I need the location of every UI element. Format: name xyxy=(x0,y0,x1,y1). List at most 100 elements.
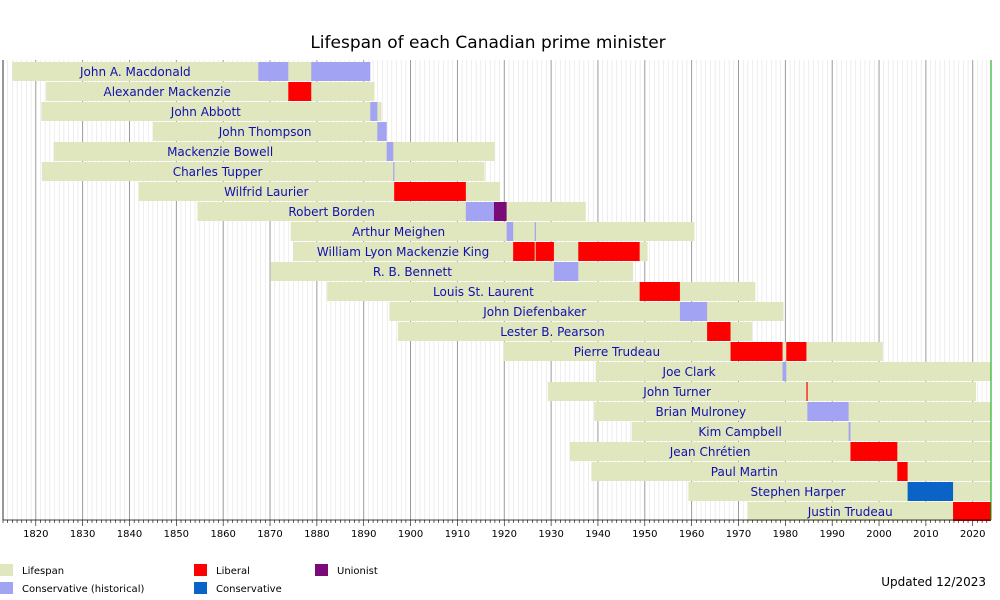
x-tick-label: 1860 xyxy=(210,529,235,540)
term-bar xyxy=(465,202,494,221)
x-tick-label: 1950 xyxy=(632,529,657,540)
term-bar xyxy=(513,242,535,261)
term-bar xyxy=(807,402,849,421)
x-tick-label: 1990 xyxy=(819,529,844,540)
term-bar xyxy=(806,382,808,401)
x-tick-label: 1930 xyxy=(538,529,563,540)
term-bar xyxy=(907,482,954,501)
legend-swatch xyxy=(194,564,207,576)
term-bar xyxy=(258,62,289,81)
pm-name-label: Paul Martin xyxy=(711,465,778,479)
pm-name-label: John Thompson xyxy=(218,125,312,139)
lifespan-bar xyxy=(595,362,991,381)
term-bar xyxy=(386,142,394,161)
pm-row: R. B. Bennett xyxy=(270,262,634,281)
legend-item: Liberal xyxy=(194,564,250,577)
term-bar xyxy=(639,282,680,301)
term-bar xyxy=(493,202,507,221)
term-bar xyxy=(897,462,908,481)
pm-row: Joe Clark xyxy=(595,362,991,381)
pm-name-label: Pierre Trudeau xyxy=(574,345,660,359)
x-tick-label: 1820 xyxy=(23,529,48,540)
pm-name-label: Lester B. Pearson xyxy=(500,325,604,339)
pm-name-label: Mackenzie Bowell xyxy=(167,145,273,159)
x-tick-label: 1970 xyxy=(726,529,751,540)
rows: John A. Macdonald Alexander Mackenzie John… xyxy=(12,62,991,521)
term-bar xyxy=(578,242,640,261)
lifespan-bar xyxy=(270,262,634,281)
pm-name-label: Jean Chrétien xyxy=(669,445,751,459)
pm-row: Justin Trudeau xyxy=(747,502,991,521)
x-tick-label: 2000 xyxy=(866,529,891,540)
term-bar xyxy=(730,342,783,361)
term-bar xyxy=(311,62,371,81)
pm-name-label: R. B. Bennett xyxy=(373,265,452,279)
pm-name-label: Kim Campbell xyxy=(698,425,781,439)
pm-row: John Abbott xyxy=(41,102,382,121)
pm-name-label: Arthur Meighen xyxy=(352,225,445,239)
lifespan-bar xyxy=(747,502,991,521)
term-bar xyxy=(535,242,554,261)
pm-name-label: Alexander Mackenzie xyxy=(104,85,231,99)
x-tick-label: 1870 xyxy=(257,529,282,540)
term-bar xyxy=(393,162,395,181)
legend-item: Conservative (historical) xyxy=(0,582,144,595)
pm-name-label: Robert Borden xyxy=(288,205,375,219)
lifespan-bar xyxy=(53,142,495,161)
pm-row: John Thompson xyxy=(152,122,387,141)
legend-item: Lifespan xyxy=(0,564,64,577)
term-bar xyxy=(707,322,731,341)
lifespan-bar xyxy=(591,462,991,481)
term-bar xyxy=(553,262,579,281)
legend-swatch xyxy=(194,582,207,594)
pm-row: Pierre Trudeau xyxy=(503,342,883,361)
pm-name-label: Justin Trudeau xyxy=(807,505,893,519)
pm-name-label: John A. Macdonald xyxy=(79,65,191,79)
term-bar xyxy=(953,502,991,521)
term-bar xyxy=(534,222,536,241)
pm-row: Jean Chrétien xyxy=(569,442,991,461)
term-bar xyxy=(848,422,851,441)
pm-row: Alexander Mackenzie xyxy=(46,82,375,101)
pm-name-label: Brian Mulroney xyxy=(655,405,746,419)
term-bar xyxy=(288,82,312,101)
x-tick-label: 1900 xyxy=(398,529,423,540)
pm-row: Robert Borden xyxy=(197,202,586,221)
lifespan-bar xyxy=(327,282,756,301)
lifespan-bar xyxy=(292,242,648,261)
lifespan-bar xyxy=(41,102,382,121)
x-tick-label: 1830 xyxy=(70,529,95,540)
term-bar xyxy=(377,122,387,141)
lifespan-bar xyxy=(41,162,485,181)
legend-item: Conservative xyxy=(194,582,282,595)
legend-label: Liberal xyxy=(216,566,250,577)
pm-row: John Turner xyxy=(547,382,977,401)
pm-name-label: Stephen Harper xyxy=(750,485,845,499)
pm-name-label: Wilfrid Laurier xyxy=(224,185,308,199)
legend-swatch xyxy=(0,582,13,594)
pm-row: Lester B. Pearson xyxy=(397,322,753,341)
term-bar xyxy=(679,302,708,321)
lifespan-bar xyxy=(152,122,387,141)
lifespan-bar xyxy=(569,442,991,461)
pm-row: Paul Martin xyxy=(591,462,991,481)
x-tick-label: 1910 xyxy=(445,529,470,540)
chart-title: Lifespan of each Canadian prime minister xyxy=(310,33,665,53)
pm-row: Wilfrid Laurier xyxy=(138,182,501,201)
pm-row: John Diefenbaker xyxy=(389,302,784,321)
lifespan-bar xyxy=(290,222,695,241)
legend: Lifespan Conservative (historical) Liberal… xyxy=(0,564,378,595)
updated-note: Updated 12/2023 xyxy=(881,575,986,589)
x-tick-label: 1940 xyxy=(585,529,610,540)
legend-label: Lifespan xyxy=(22,566,64,577)
legend-label: Unionist xyxy=(337,566,378,577)
legend-label: Conservative (historical) xyxy=(22,584,144,595)
pm-name-label: John Turner xyxy=(642,385,711,399)
term-bar xyxy=(786,342,807,361)
pm-row: Mackenzie Bowell xyxy=(53,142,495,161)
lifespan-bar xyxy=(631,422,991,441)
pm-name-label: William Lyon Mackenzie King xyxy=(317,245,489,259)
x-tick-label: 1890 xyxy=(351,529,376,540)
